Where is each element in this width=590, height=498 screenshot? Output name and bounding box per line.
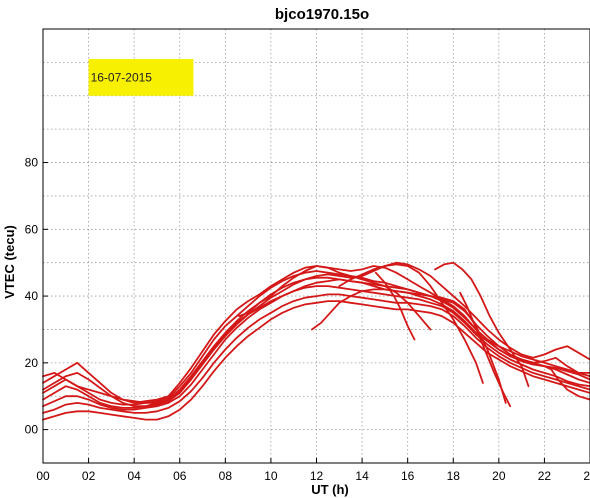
vtec-series-line: [42, 293, 590, 414]
x-tick-label: 00: [36, 469, 50, 483]
axes-layer: 00 02 04 06 08 10 12 14 16 18 20 22 24 00 20 40 60 80: [25, 28, 590, 483]
vtec-series-line: [434, 261, 530, 388]
series-layer: [42, 261, 590, 421]
x-tick-label: 14: [355, 469, 369, 483]
y-tick-label: 00: [25, 423, 39, 437]
x-tick-label: 06: [173, 469, 187, 483]
date-annotation-text: 16-07-2015: [91, 70, 153, 84]
y-tick-label: 20: [25, 356, 39, 370]
vtec-series-line: [374, 271, 416, 341]
vtec-series-line: [238, 265, 432, 331]
x-tick-label: 12: [310, 469, 324, 483]
x-axis-label: UT (h): [311, 482, 349, 497]
y-axis-label: VTEC (tecu): [2, 225, 17, 299]
x-tick-label: 04: [127, 469, 141, 483]
x-tick-label: 08: [219, 469, 233, 483]
vtec-series-line: [42, 261, 590, 404]
x-tick-label: 02: [82, 469, 96, 483]
x-tick-label: 10: [264, 469, 278, 483]
vtec-series-line: [338, 263, 484, 384]
vtec-series-line: [42, 300, 590, 421]
x-tick-label: 16: [401, 469, 415, 483]
vtec-series-line: [311, 288, 507, 404]
x-tick-label: 24: [583, 469, 590, 483]
x-tick-label: 18: [447, 469, 461, 483]
vtec-series-line: [42, 285, 590, 411]
y-tick-label: 60: [25, 222, 39, 236]
vtec-series-line: [509, 355, 590, 401]
vtec-series-line: [42, 278, 590, 408]
x-tick-label: 22: [538, 469, 552, 483]
y-tick-label: 80: [25, 156, 39, 170]
y-tick-label: 40: [25, 289, 39, 303]
x-tick-label: 20: [492, 469, 506, 483]
vtec-series-line: [459, 291, 512, 408]
chart-title: bjco1970.15o: [275, 6, 369, 23]
date-annotation-background: [88, 59, 194, 96]
date-annotation: 16-07-2015: [88, 59, 194, 96]
